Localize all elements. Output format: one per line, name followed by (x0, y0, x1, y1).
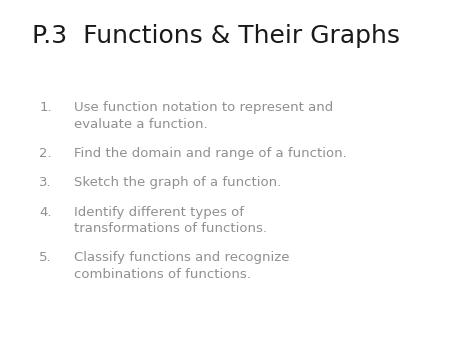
Text: Classify functions and recognize: Classify functions and recognize (74, 251, 290, 264)
Text: 1.: 1. (39, 101, 52, 114)
Text: Sketch the graph of a function.: Sketch the graph of a function. (74, 176, 282, 189)
Text: 3.: 3. (39, 176, 52, 189)
Text: transformations of functions.: transformations of functions. (74, 222, 267, 235)
Text: evaluate a function.: evaluate a function. (74, 118, 208, 130)
Text: Find the domain and range of a function.: Find the domain and range of a function. (74, 147, 347, 160)
Text: P.3  Functions & Their Graphs: P.3 Functions & Their Graphs (32, 24, 400, 48)
Text: Identify different types of: Identify different types of (74, 206, 244, 219)
Text: 2.: 2. (39, 147, 52, 160)
Text: combinations of functions.: combinations of functions. (74, 268, 251, 281)
Text: 5.: 5. (39, 251, 52, 264)
Text: 4.: 4. (39, 206, 52, 219)
Text: Use function notation to represent and: Use function notation to represent and (74, 101, 333, 114)
